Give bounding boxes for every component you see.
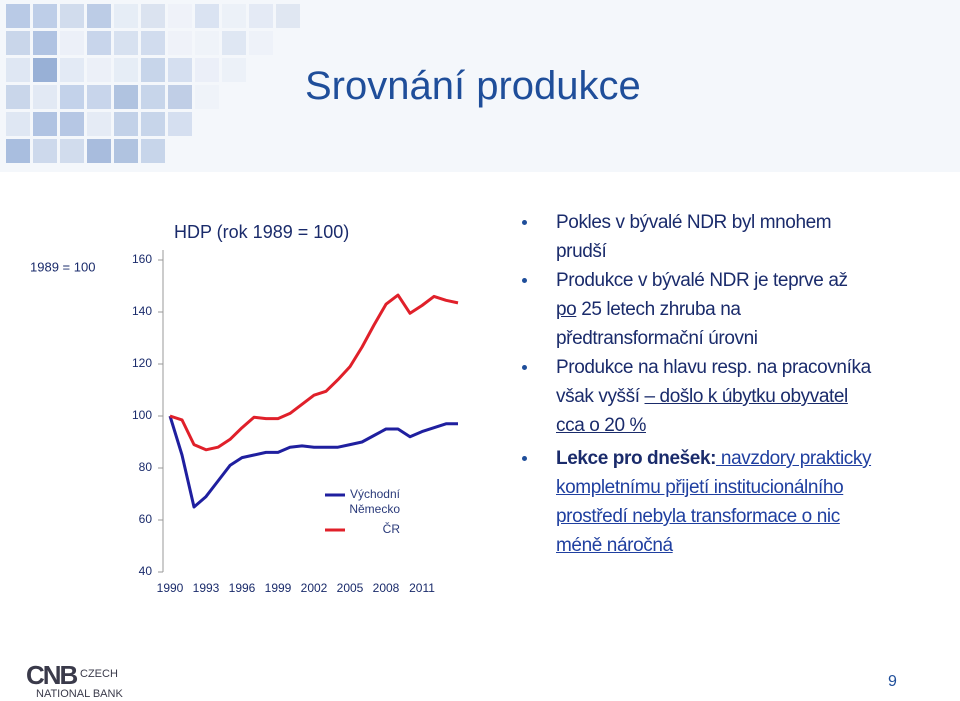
- legend-label: Východní Německo: [349, 487, 400, 516]
- mosaic-tile: [168, 58, 192, 82]
- slide-title: Srovnání produkce: [305, 64, 641, 108]
- logo-text: NATIONAL BANK: [36, 688, 123, 700]
- mosaic-tile: [6, 112, 30, 136]
- mosaic-tile: [195, 31, 219, 55]
- series-line: [168, 415, 458, 509]
- mosaic-tile: [168, 31, 192, 55]
- y-tick-label: 120: [132, 356, 152, 370]
- x-tick-label: 1999: [265, 581, 292, 595]
- mosaic-tile: [168, 112, 192, 136]
- mosaic-tile: [141, 4, 165, 28]
- mosaic-tile: [6, 85, 30, 109]
- mosaic-tile: [87, 112, 111, 136]
- mosaic-tile: [168, 85, 192, 109]
- logo-text: CZECH: [80, 668, 118, 680]
- chart-title: HDP (rok 1989 = 100): [174, 222, 349, 242]
- mosaic-tile: [33, 31, 57, 55]
- header-mosaic: [0, 0, 960, 172]
- bullet-text: 25 letech zhruba na předtransformační úr…: [556, 299, 758, 349]
- mosaic-tile: [141, 112, 165, 136]
- mosaic-tile: [222, 58, 246, 82]
- y-tick-label: 100: [132, 408, 152, 422]
- mosaic-tile: [222, 31, 246, 55]
- mosaic-tile: [114, 139, 138, 163]
- bullet: Pokles v bývalé NDR byl mnohem prudší: [522, 208, 872, 266]
- series-line: [169, 293, 459, 452]
- x-tick-label: 2011: [409, 581, 435, 595]
- mosaic-tile: [114, 58, 138, 82]
- bullet-text: Pokles v bývalé NDR byl mnohem prudší: [556, 212, 832, 262]
- mosaic-tile: [60, 85, 84, 109]
- y-tick-label: 140: [132, 304, 152, 318]
- x-tick-label: 2002: [301, 581, 328, 595]
- x-tick-label: 2005: [337, 581, 364, 595]
- mosaic-tile: [87, 4, 111, 28]
- y-tick-label: 160: [132, 252, 152, 266]
- mosaic-tile: [87, 139, 111, 163]
- mosaic-tile: [141, 31, 165, 55]
- logo-mark: CNB: [26, 660, 78, 690]
- mosaic-tile: [33, 58, 57, 82]
- bullet-text: navzdory prakticky kompletnímu přijetí i…: [556, 448, 872, 556]
- mosaic-tile: [60, 139, 84, 163]
- mosaic-tile: [276, 4, 300, 28]
- mosaic-tile: [195, 85, 219, 109]
- mosaic-tile: [33, 4, 57, 28]
- mosaic-tile: [87, 31, 111, 55]
- mosaic-tile: [33, 112, 57, 136]
- x-tick-label: 2008: [373, 581, 400, 595]
- mosaic-tile: [60, 58, 84, 82]
- x-tick-label: 1990: [157, 581, 184, 595]
- bullet: Produkce v bývalé NDR je teprve až po 25…: [522, 266, 872, 353]
- mosaic-tile: [33, 85, 57, 109]
- mosaic-tile: [87, 85, 111, 109]
- mosaic-tile: [6, 139, 30, 163]
- bullet-text: – došlo k úbytku obyvatel cca o 20 %: [556, 386, 848, 436]
- bullet-list: Pokles v bývalé NDR byl mnohem prudší Pro…: [522, 208, 872, 560]
- mosaic-tile: [195, 4, 219, 28]
- mosaic-tile: [114, 112, 138, 136]
- mosaic-tile: [6, 31, 30, 55]
- bullet: Produkce na hlavu resp. na pracovníka vš…: [522, 353, 872, 440]
- page-number: 9: [888, 673, 897, 690]
- bullet: Lekce pro dnešek: navzdory prakticky kom…: [522, 444, 872, 560]
- y-tick-label: 80: [139, 460, 153, 474]
- bullet-text: Lekce pro dnešek:: [556, 448, 717, 469]
- mosaic-tile: [114, 31, 138, 55]
- mosaic-tile: [87, 58, 111, 82]
- mosaic-tile: [114, 85, 138, 109]
- mosaic-tile: [60, 31, 84, 55]
- legend-label: ČR: [382, 522, 400, 536]
- bullet-text: Produkce na hlavu resp. na pracovníka vš…: [556, 357, 871, 407]
- mosaic-tile: [141, 85, 165, 109]
- bullet-text: Produkce v bývalé NDR je teprve až: [556, 270, 848, 291]
- mosaic-tile: [60, 112, 84, 136]
- y-axis-label: 1989 = 100: [30, 259, 95, 274]
- mosaic-tile: [195, 58, 219, 82]
- mosaic-tile: [141, 58, 165, 82]
- mosaic-tile: [6, 58, 30, 82]
- mosaic-tile: [222, 4, 246, 28]
- mosaic-tile: [114, 4, 138, 28]
- x-tick-label: 1996: [229, 581, 256, 595]
- x-tick-label: 1993: [193, 581, 220, 595]
- mosaic-tile: [168, 4, 192, 28]
- mosaic-tile: [249, 4, 273, 28]
- bullet-text: po: [556, 299, 577, 320]
- mosaic-tile: [60, 4, 84, 28]
- y-tick-label: 60: [139, 512, 153, 526]
- mosaic-tile: [249, 31, 273, 55]
- mosaic-tile: [33, 139, 57, 163]
- mosaic-tile: [6, 4, 30, 28]
- y-tick-label: 40: [139, 564, 153, 578]
- mosaic-tile: [141, 139, 165, 163]
